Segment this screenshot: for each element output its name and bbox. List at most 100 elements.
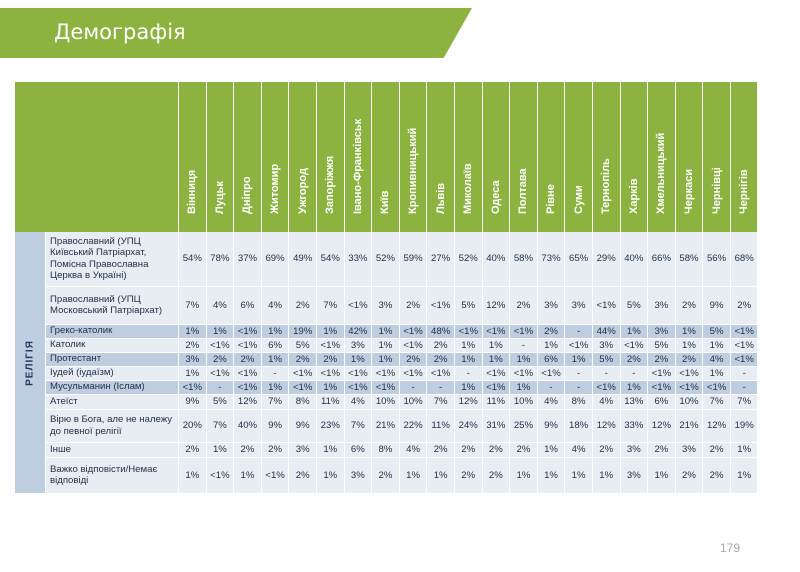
- section-label-cell: РЕЛІГІЯ: [15, 232, 46, 493]
- column-header-label: Тернопіль: [600, 158, 613, 214]
- cell-value: <1%: [343, 380, 372, 395]
- cell-value: 7%: [702, 394, 731, 410]
- cell-value: 1%: [729, 457, 758, 494]
- column-header-city: Житомир: [260, 82, 289, 232]
- column-header-city: Полтава: [509, 82, 538, 232]
- row-label: Вірю в Бога, але не належу до певної рел…: [45, 409, 179, 443]
- cell-value: 2%: [702, 457, 731, 494]
- table-row: Мусульманин (Іслам) <1% - <1% 1% <1% 1% <1% <1% -…: [15, 380, 758, 395]
- cell-value: 33%: [619, 409, 648, 443]
- cell-value: 2%: [260, 442, 289, 458]
- cell-value: <1%: [343, 366, 372, 381]
- cell-value: <1%: [233, 338, 262, 353]
- row-label: Інше: [45, 442, 179, 458]
- column-header-city: Чернівці: [702, 82, 731, 232]
- cell-value: 3%: [674, 442, 703, 458]
- cell-value: 6%: [233, 286, 262, 325]
- cell-value: <1%: [536, 366, 565, 381]
- cell-value: 1%: [453, 352, 483, 367]
- cell-value: 3%: [371, 286, 400, 325]
- cell-value: 2%: [647, 442, 676, 458]
- cell-value: 4%: [702, 352, 731, 367]
- cell-value: 10%: [674, 394, 703, 410]
- cell-value: 8%: [564, 394, 593, 410]
- cell-value: <1%: [315, 366, 345, 381]
- column-header-city: Кропивницький: [398, 82, 427, 232]
- cell-value: 3%: [647, 286, 676, 325]
- cell-value: 66%: [647, 232, 676, 287]
- column-header-city: Миколаїв: [453, 82, 483, 232]
- cell-value: <1%: [647, 366, 676, 381]
- column-header-label: Чернігів: [738, 169, 751, 214]
- cell-value: 11%: [481, 394, 510, 410]
- cell-value: 6%: [260, 338, 289, 353]
- cell-value: 40%: [233, 409, 262, 443]
- cell-value: 7%: [729, 394, 758, 410]
- cell-value: <1%: [674, 380, 703, 395]
- cell-value: 58%: [509, 232, 538, 287]
- cell-value: <1%: [398, 324, 427, 339]
- cell-value: -: [591, 366, 620, 381]
- cell-value: 19%: [729, 409, 758, 443]
- column-header-label: Чернівці: [710, 167, 723, 214]
- column-header-label: Запоріжжя: [324, 155, 337, 214]
- cell-value: 2%: [674, 457, 703, 494]
- cell-value: 1%: [178, 457, 207, 494]
- row-label: Греко-католик: [45, 324, 179, 339]
- cell-value: 29%: [591, 232, 620, 287]
- column-header-label: Рівне: [545, 184, 558, 214]
- column-header-label: Дніпро: [241, 176, 254, 214]
- table-row: РЕЛІГІЯ Православний (УПЦ Київський Патрі…: [15, 232, 758, 493]
- cell-value: 1%: [205, 324, 234, 339]
- row-label: Мусульманин (Іслам): [45, 380, 179, 395]
- cell-value: <1%: [591, 380, 620, 395]
- cell-value: 19%: [288, 324, 317, 339]
- cell-value: 2%: [233, 442, 262, 458]
- cell-value: <1%: [702, 380, 731, 395]
- cell-value: 1%: [315, 380, 345, 395]
- cell-value: 2%: [453, 457, 483, 494]
- cell-value: 9%: [288, 409, 317, 443]
- cell-value: <1%: [509, 324, 538, 339]
- cell-value: 1%: [453, 338, 483, 353]
- cell-value: <1%: [619, 338, 648, 353]
- cell-value: 1%: [509, 380, 538, 395]
- cell-value: 2%: [426, 352, 455, 367]
- cell-value: 4%: [564, 442, 593, 458]
- cell-value: 1%: [371, 338, 400, 353]
- cell-value: 1%: [564, 352, 593, 367]
- cell-value: 49%: [288, 232, 317, 287]
- cell-value: 3%: [619, 442, 648, 458]
- cell-value: 12%: [453, 394, 483, 410]
- cell-value: 10%: [509, 394, 538, 410]
- column-header-city: Івано-Франківськ: [343, 82, 372, 232]
- cell-value: -: [426, 380, 455, 395]
- cell-value: 4%: [398, 442, 427, 458]
- column-header-city: Харків: [619, 82, 648, 232]
- cell-value: <1%: [729, 324, 758, 339]
- cell-value: 22%: [398, 409, 427, 443]
- cell-value: 5%: [591, 352, 620, 367]
- table-body: РЕЛІГІЯ Православний (УПЦ Київський Патрі…: [15, 232, 758, 494]
- column-header-city: Хмельницький: [647, 82, 676, 232]
- row-label: Протестант: [45, 352, 179, 367]
- cell-value: 48%: [426, 324, 455, 339]
- cell-value: 58%: [674, 232, 703, 287]
- column-header-label: Івано-Франківськ: [351, 118, 364, 214]
- cell-value: 78%: [205, 232, 234, 287]
- cell-value: 10%: [371, 394, 400, 410]
- column-header-city: Запоріжжя: [315, 82, 345, 232]
- cell-value: 5%: [619, 286, 648, 325]
- cell-value: 27%: [426, 232, 455, 287]
- cell-value: 12%: [481, 286, 510, 325]
- cell-value: 2%: [288, 352, 317, 367]
- cell-value: <1%: [453, 324, 483, 339]
- cell-value: -: [453, 366, 483, 381]
- cell-value: <1%: [205, 338, 234, 353]
- cell-value: 3%: [343, 338, 372, 353]
- cell-value: 12%: [702, 409, 731, 443]
- column-header-city: Вінниця: [178, 82, 207, 232]
- cell-value: 1%: [509, 352, 538, 367]
- page-title: Демографія: [54, 20, 186, 44]
- cell-value: <1%: [233, 366, 262, 381]
